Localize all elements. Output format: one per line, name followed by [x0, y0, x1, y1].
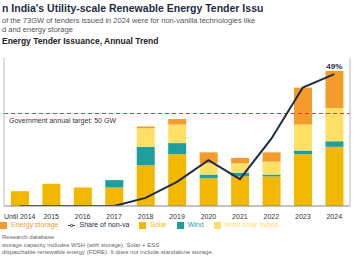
html-text:storage capacity includes WSH: storage capacity includes WSH (with stor…	[2, 241, 160, 248]
html-text:Energy storage: Energy storage	[11, 221, 59, 228]
html-text:Wind solar hybrid: Wind solar hybrid	[224, 221, 279, 228]
html-text:Energy Tender Issuance, Annual: Energy Tender Issuance, Annual Trend	[2, 36, 159, 46]
svg-text:2020: 2020	[201, 213, 217, 220]
svg-text:Government annual target: 50 G: Government annual target: 50 GW	[9, 117, 116, 125]
html-text:Share of non-va: Share of non-va	[79, 221, 130, 228]
svg-text:2019: 2019	[169, 213, 185, 220]
html-text:Wind: Wind	[187, 221, 204, 228]
svg-text:2016: 2016	[75, 213, 91, 220]
svg-text:2021: 2021	[232, 213, 248, 220]
svg-text:2015: 2015	[43, 213, 59, 220]
html-text:d and energy storage: d and energy storage	[2, 25, 73, 34]
svg-text:2018: 2018	[138, 213, 154, 220]
svg-text:2017: 2017	[106, 213, 122, 220]
svg-text:49%: 49%	[326, 62, 342, 71]
html-text:of the 73GW of tenders issued: of the 73GW of tenders issued in 2024 we…	[2, 16, 256, 25]
html-text:Research database: Research database	[2, 234, 54, 240]
html-text:dispatchable renewable energy: dispatchable renewable energy (FDRE). It…	[2, 249, 214, 255]
svg-text:2024: 2024	[326, 213, 342, 220]
svg-text:2023: 2023	[295, 213, 311, 220]
html-text:n India's Utility-scale Renewa: n India's Utility-scale Renewable Energy…	[2, 2, 264, 14]
svg-text:Until 2014: Until 2014	[8, 213, 36, 220]
html-text:Solar: Solar	[150, 221, 167, 228]
svg-text:2022: 2022	[264, 213, 280, 220]
